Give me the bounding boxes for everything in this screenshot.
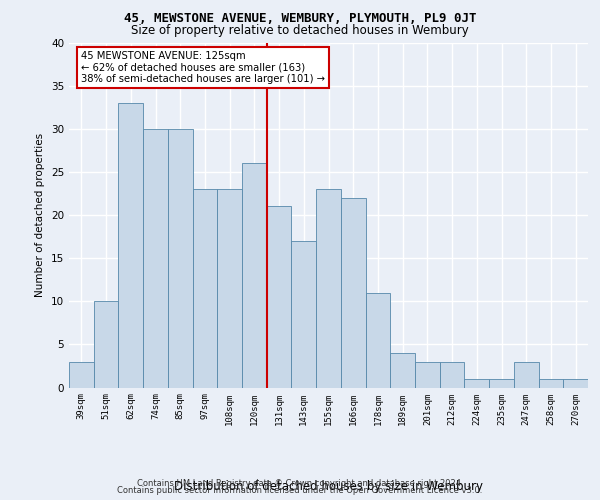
Text: Contains public sector information licensed under the Open Government Licence v3: Contains public sector information licen… — [118, 486, 482, 495]
Text: 45, MEWSTONE AVENUE, WEMBURY, PLYMOUTH, PL9 0JT: 45, MEWSTONE AVENUE, WEMBURY, PLYMOUTH, … — [124, 12, 476, 24]
Bar — [440, 362, 464, 388]
Bar — [514, 362, 539, 388]
Bar — [193, 189, 217, 388]
Bar — [563, 379, 588, 388]
Bar — [143, 129, 168, 388]
Bar — [341, 198, 365, 388]
Text: 45 MEWSTONE AVENUE: 125sqm
← 62% of detached houses are smaller (163)
38% of sem: 45 MEWSTONE AVENUE: 125sqm ← 62% of deta… — [82, 51, 325, 84]
Bar — [168, 129, 193, 388]
Bar — [292, 241, 316, 388]
Text: Size of property relative to detached houses in Wembury: Size of property relative to detached ho… — [131, 24, 469, 37]
Bar — [464, 379, 489, 388]
Text: Contains HM Land Registry data © Crown copyright and database right 2024.: Contains HM Land Registry data © Crown c… — [137, 478, 463, 488]
Bar — [415, 362, 440, 388]
Bar — [489, 379, 514, 388]
Bar — [390, 353, 415, 388]
Bar — [539, 379, 563, 388]
Bar — [267, 206, 292, 388]
X-axis label: Distribution of detached houses by size in Wembury: Distribution of detached houses by size … — [174, 480, 483, 493]
Bar — [217, 189, 242, 388]
Bar — [242, 164, 267, 388]
Bar — [118, 103, 143, 388]
Bar — [365, 292, 390, 388]
Bar — [316, 189, 341, 388]
Bar — [94, 301, 118, 388]
Y-axis label: Number of detached properties: Number of detached properties — [35, 133, 46, 297]
Bar — [69, 362, 94, 388]
